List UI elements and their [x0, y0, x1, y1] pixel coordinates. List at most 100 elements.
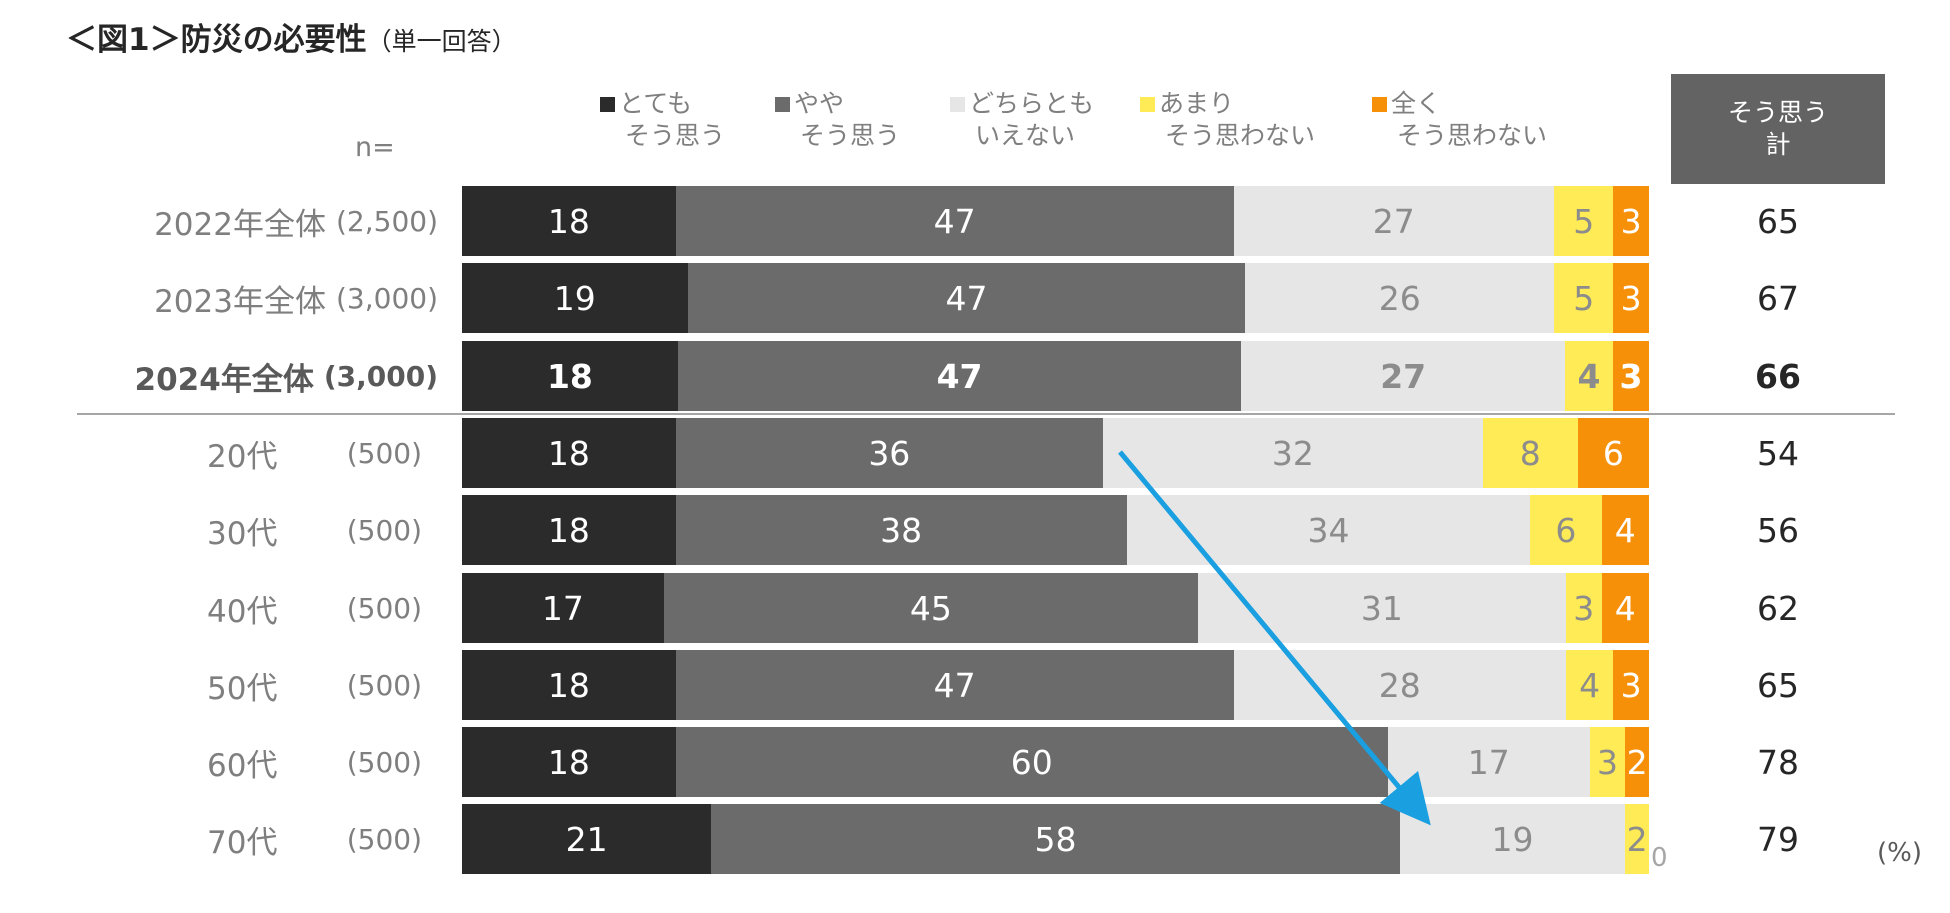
row-group-label: 50代 [207, 670, 278, 707]
total-header: そう思う 計 [1671, 74, 1885, 184]
legend-label-line2: そう思う [800, 121, 901, 150]
bar-segment: 2 [1625, 804, 1649, 874]
bar-segment: 32 [1102, 418, 1483, 488]
legend-label-line1: どちらとも [969, 89, 1095, 118]
bar-segment: 3 [1613, 650, 1649, 720]
row-label: 70代 (500) [200, 804, 422, 874]
row-group-label: 2024年全体 [134, 361, 314, 398]
row-n-value: (500) [346, 745, 422, 779]
legend-label-line2: いえない [975, 121, 1076, 150]
row-group-label: 2023年全体 [154, 283, 326, 320]
row-group-label: 2022年全体 [154, 206, 326, 243]
bar-segment: 18 [462, 186, 676, 256]
zero-label: 0 [1651, 843, 1668, 873]
row-label: 2022年全体 (2,500) [80, 186, 438, 256]
total-value: 78 [1757, 742, 1799, 782]
legend-label-line1: あまり [1159, 89, 1235, 118]
row-n-value: (3,000) [335, 281, 438, 315]
legend-swatch [600, 96, 615, 112]
stacked-bar: 18 60 17 3 2 [462, 727, 1649, 797]
row-label: 60代 (500) [200, 727, 422, 797]
total-value: 79 [1757, 819, 1799, 859]
bar-segment: 18 [462, 650, 676, 720]
legend-swatch [775, 96, 790, 112]
total-value: 67 [1757, 278, 1799, 318]
bar-segment: 19 [462, 263, 688, 333]
row-n-value: (2,500) [335, 204, 438, 238]
bar-segment: 60 [675, 727, 1388, 797]
legend-label-line2: そう思わない [1165, 121, 1316, 150]
row-group-label: 40代 [207, 593, 278, 630]
chart-title: ＜図1＞防災の必要性（単一回答） [66, 14, 517, 59]
legend-item-5: 全く そう思わない [1372, 88, 1547, 152]
total-value: 54 [1757, 433, 1799, 473]
bar-segment: 6 [1530, 495, 1602, 565]
bar-segment: 47 [687, 263, 1246, 333]
row-group-label: 30代 [207, 515, 278, 552]
title-text: ＜図1＞防災の必要性 [66, 22, 367, 58]
bar-segment: 18 [462, 418, 676, 488]
bar-segment: 31 [1197, 573, 1566, 643]
legend-label-line2: そう思う [625, 121, 726, 150]
bar-segment: 18 [462, 495, 676, 565]
stacked-bar: 18 38 34 6 4 [462, 495, 1649, 565]
bar-segment: 4 [1601, 573, 1649, 643]
row-n-value: (3,000) [323, 359, 438, 393]
bar-segment: 18 [462, 727, 676, 797]
bar-segment: 17 [462, 573, 664, 643]
unit-label: (%) [1877, 838, 1922, 868]
bar-segment: 4 [1565, 341, 1614, 411]
bar-segment: 45 [663, 573, 1198, 643]
legend-label-line1: やや [794, 89, 845, 118]
bar-segment: 27 [1241, 341, 1566, 411]
bar-segment: 3 [1613, 263, 1649, 333]
bar-segment: 5 [1554, 186, 1614, 256]
legend-item-3: どちらともいえない [950, 88, 1094, 152]
row-label: 2024年全体 (3,000) [80, 341, 438, 411]
bar-segment: 6 [1577, 418, 1649, 488]
bar-segment: 36 [675, 418, 1103, 488]
bar-segment: 3 [1613, 341, 1649, 411]
total-header-line2: 計 [1765, 130, 1791, 159]
bar-segment: 18 [462, 341, 678, 411]
total-value: 66 [1755, 356, 1801, 396]
total-value: 62 [1757, 588, 1799, 628]
row-n-value: (500) [346, 591, 422, 625]
bar-segment: 19 [1399, 804, 1626, 874]
bar-segment: 4 [1601, 495, 1649, 565]
stacked-bar: 18 47 27 5 3 [462, 186, 1649, 256]
stacked-bar: 19 47 26 5 3 [462, 263, 1649, 333]
row-group-label: 20代 [207, 438, 278, 475]
chart-subtitle: （単一回答） [366, 27, 517, 56]
bar-segment: 3 [1589, 727, 1626, 797]
bar-segment: 5 [1554, 263, 1614, 333]
bar-segment: 38 [675, 495, 1127, 565]
legend-item-1: とてもそう思う [600, 88, 725, 152]
row-n-value: (500) [346, 513, 422, 547]
divider [77, 413, 1895, 415]
legend-label-line1: とても [619, 89, 693, 118]
total-value: 65 [1757, 201, 1799, 241]
bar-segment: 47 [677, 341, 1242, 411]
bar-segment: 58 [711, 804, 1400, 874]
row-n-value: (500) [346, 822, 422, 856]
bar-segment: 4 [1565, 650, 1614, 720]
bar-segment: 2 [1625, 727, 1649, 797]
bar-segment: 26 [1245, 263, 1555, 333]
stacked-bar: 18 36 32 8 6 [462, 418, 1649, 488]
legend-swatch [1372, 96, 1387, 112]
bar-segment: 27 [1233, 186, 1555, 256]
bar-segment: 34 [1126, 495, 1531, 565]
row-label: 50代 (500) [200, 650, 422, 720]
stacked-bar: 18 47 27 4 3 [462, 341, 1649, 411]
bar-segment: 21 [462, 804, 712, 874]
row-group-label: 70代 [207, 824, 278, 861]
row-n-value: (500) [346, 668, 422, 702]
total-header-line1: そう思う [1727, 98, 1828, 127]
row-label: 20代 (500) [200, 418, 422, 488]
row-label: 40代 (500) [200, 573, 422, 643]
bar-segment: 47 [675, 186, 1234, 256]
bar-segment: 3 [1613, 186, 1649, 256]
bar-segment: 47 [675, 650, 1234, 720]
total-value: 65 [1757, 665, 1799, 705]
